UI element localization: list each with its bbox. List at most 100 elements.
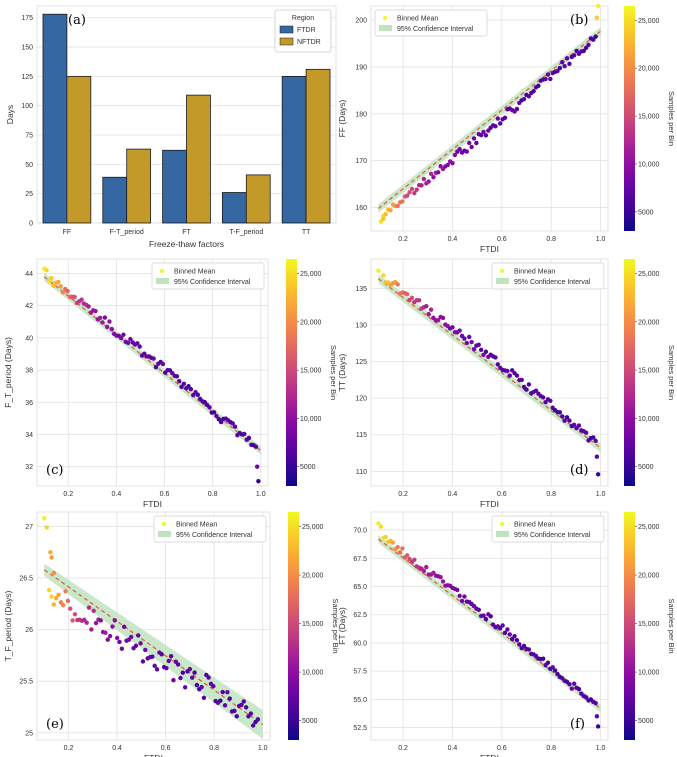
binned-mean-point <box>514 637 520 643</box>
y-tick-label: 190 <box>355 64 367 71</box>
colorbar-tick-label: 5000 <box>302 718 318 725</box>
y-tick-label: 26 <box>25 627 33 634</box>
binned-mean-point <box>493 124 498 129</box>
binned-mean-point <box>581 48 586 54</box>
binned-mean-point <box>526 382 532 387</box>
x-tick-label: 1.0 <box>596 491 606 498</box>
binned-mean-point <box>481 613 486 618</box>
legend-band-swatch <box>158 531 171 537</box>
binned-mean-point <box>60 290 66 295</box>
binned-mean-point <box>98 618 103 623</box>
binned-mean-point <box>164 665 169 671</box>
x-tick-label: 0.6 <box>497 491 507 498</box>
binned-mean-point <box>103 630 108 635</box>
binned-mean-point <box>383 534 388 540</box>
panel-letter: (d) <box>570 463 588 478</box>
legend-title: Region <box>292 15 314 22</box>
confidence-band <box>44 563 263 739</box>
binned-mean-point <box>112 618 118 623</box>
binned-mean-point <box>571 53 577 58</box>
binned-mean-point <box>560 60 565 65</box>
binned-mean-point <box>93 308 98 314</box>
fit-line <box>378 30 601 209</box>
binned-mean-point <box>395 544 400 550</box>
panel-letter: (a) <box>68 13 86 28</box>
y-axis-label: FF (Days) <box>337 99 347 137</box>
binned-mean-point <box>404 553 410 558</box>
binned-mean-point <box>583 430 589 435</box>
binned-mean-point <box>91 608 96 614</box>
binned-mean-point <box>188 387 194 392</box>
bar-ftdr <box>221 192 247 224</box>
binned-mean-point <box>594 714 600 719</box>
binned-mean-point <box>548 76 553 82</box>
binned-mean-point <box>175 662 181 667</box>
binned-mean-point <box>154 667 160 672</box>
x-tick-label: TT <box>302 229 311 236</box>
binned-mean-point <box>117 639 122 645</box>
binned-mean-point <box>376 521 381 526</box>
legend-label: Binned Mean <box>174 269 215 276</box>
binned-mean-point <box>243 705 249 710</box>
binned-mean-point <box>93 620 99 626</box>
binned-mean-point <box>395 282 400 287</box>
binned-mean-point <box>595 724 601 729</box>
x-axis-label: Freeze-thaw factors <box>149 239 224 249</box>
fit-line <box>43 276 262 452</box>
binned-mean-point <box>505 368 510 374</box>
binned-mean-point <box>594 454 600 459</box>
panel-letter: (c) <box>46 463 63 478</box>
legend-label: Binned Mean <box>397 16 438 23</box>
colorbar-tick-label: 15,000 <box>638 621 660 628</box>
binned-mean-point <box>381 273 386 278</box>
binned-mean-point <box>514 373 520 378</box>
binned-mean-point <box>476 342 481 347</box>
binned-mean-point <box>409 295 415 301</box>
binned-mean-point <box>500 623 505 628</box>
binned-mean-point <box>595 472 601 477</box>
binned-mean-point <box>104 324 110 330</box>
binned-mean-point <box>160 361 166 367</box>
binned-mean-point <box>232 424 238 429</box>
binned-mean-point <box>395 203 400 209</box>
binned-mean-point <box>159 652 164 657</box>
y-tick-label: 25 <box>25 191 33 198</box>
x-tick-label: 0.2 <box>63 491 73 498</box>
x-tick-label: 0.2 <box>398 236 408 243</box>
colorbar-tick-label: 10,000 <box>638 161 660 168</box>
colorbar-tick-label: 20,000 <box>638 66 660 73</box>
colorbar-tick-label: 20,000 <box>638 319 660 326</box>
panel-letter: (f) <box>570 717 585 732</box>
binned-mean-point <box>129 634 134 640</box>
binned-mean-point <box>171 678 176 683</box>
colorbar-tick-label: 10,000 <box>638 416 660 423</box>
y-axis-label: TT (Days) <box>337 354 347 392</box>
panel-letter: (b) <box>570 13 588 28</box>
legend-box <box>491 262 605 290</box>
binned-mean-point <box>119 646 125 651</box>
binned-mean-point <box>256 478 261 484</box>
legend: Region FTDR NFTDR <box>274 9 332 53</box>
y-tick-label: 67.5 <box>353 556 367 563</box>
binned-mean-point <box>404 193 410 198</box>
binned-mean-point <box>457 146 462 152</box>
y-tick-label: 125 <box>21 74 33 81</box>
x-tick-label: 0.6 <box>161 745 171 752</box>
binned-mean-point <box>150 654 155 659</box>
x-tick-label: 1.0 <box>256 491 266 498</box>
binned-mean-point <box>49 275 54 281</box>
binned-mean-point <box>135 341 140 346</box>
colorbar-tick-label: 5000 <box>300 464 316 471</box>
legend-label: FTDR <box>297 27 316 34</box>
legend-box <box>374 9 488 37</box>
binned-mean-point <box>239 702 244 708</box>
binned-mean-point <box>137 344 142 349</box>
binned-mean-point <box>569 686 575 691</box>
binned-mean-point <box>84 620 89 625</box>
legend-band-swatch <box>156 278 169 284</box>
binned-mean-point <box>593 34 598 39</box>
binned-mean-point <box>416 298 422 303</box>
legend-label: 95% Confidence Interval <box>514 532 591 539</box>
binned-mean-point <box>68 606 73 611</box>
x-tick-label: FT <box>182 229 191 236</box>
